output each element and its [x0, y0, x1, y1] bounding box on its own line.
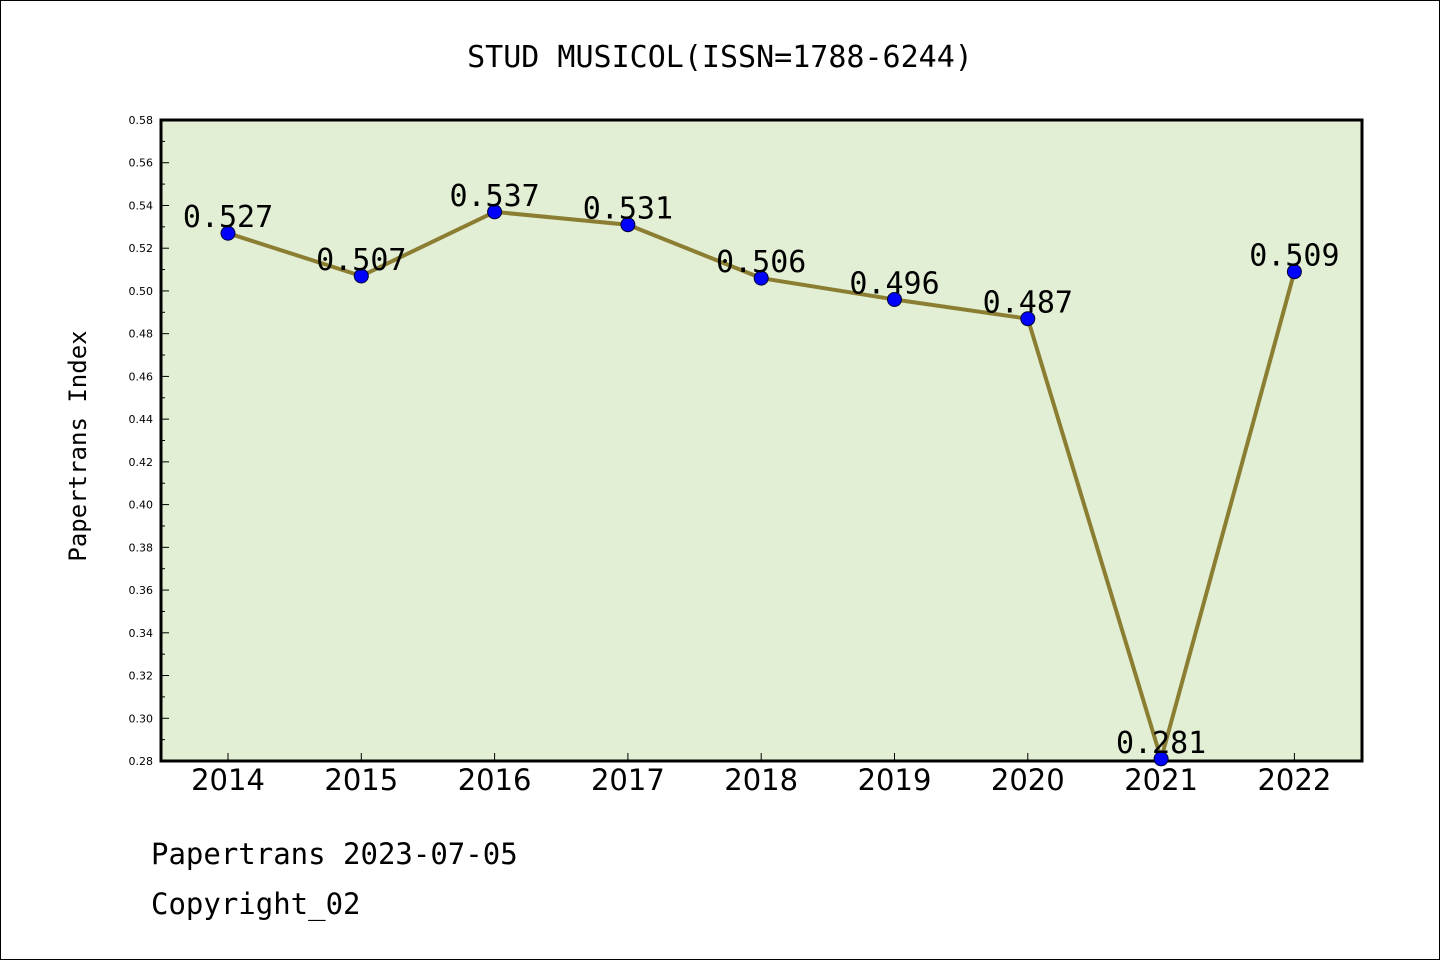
data-point [887, 291, 902, 307]
data-point [353, 268, 369, 284]
y-tick-label: 0.48 [129, 328, 154, 341]
data-label: 0.527 [183, 200, 273, 235]
data-point [753, 270, 769, 286]
data-label: 0.531 [583, 192, 673, 227]
x-tick-label: 2019 [858, 763, 932, 797]
y-tick-label: 0.34 [129, 627, 154, 640]
x-tick-label: 2020 [991, 763, 1065, 797]
y-tick-label: 0.28 [129, 755, 154, 768]
x-tick-label: 2015 [324, 763, 398, 797]
y-tick-label: 0.36 [129, 584, 154, 597]
y-tick-label: 0.44 [129, 413, 154, 426]
x-tick-label: 2016 [458, 763, 532, 797]
data-label: 0.496 [849, 266, 939, 301]
y-tick-label: 0.32 [129, 670, 154, 683]
y-tick-label: 0.46 [129, 370, 154, 383]
data-label: 0.537 [449, 179, 539, 214]
data-label: 0.509 [1249, 239, 1339, 274]
y-tick-label: 0.56 [129, 157, 154, 170]
x-axis-ticks: 2014 2015 2016 2017 2018 2019 2020 2021 2022 [191, 753, 1331, 797]
data-point [220, 225, 236, 241]
data-point [1153, 751, 1169, 767]
data-point [1020, 311, 1036, 327]
y-tick-label: 0.30 [129, 712, 154, 725]
y-tick-label: 0.50 [129, 285, 154, 298]
data-point [487, 204, 503, 220]
x-tick-label: 2022 [1257, 763, 1331, 797]
y-tick-label: 0.40 [129, 499, 154, 512]
footer-date: Papertrans 2023-07-05 [151, 837, 518, 871]
data-label: 0.506 [716, 245, 806, 280]
y-tick-label: 0.42 [129, 456, 154, 469]
data-label: 0.487 [983, 286, 1073, 321]
data-labels: 0.527 0.507 0.537 0.531 0.506 0.496 0.487 0.281… [183, 179, 1340, 761]
y-axis-label: Papertrans Index [64, 330, 92, 561]
x-tick-label: 2018 [724, 763, 798, 797]
plot-area [159, 118, 1364, 763]
x-tick-label: 2014 [191, 763, 265, 797]
chart-title: STUD MUSICOL(ISSN=1788-6244) [467, 40, 973, 75]
data-label: 0.281 [1116, 726, 1206, 761]
x-tick-label: 2017 [591, 763, 665, 797]
y-tick-label: 0.58 [129, 114, 154, 127]
data-markers [220, 204, 1302, 767]
data-point [620, 217, 636, 233]
x-tick-label: 2021 [1124, 763, 1198, 797]
y-tick-label: 0.54 [129, 199, 154, 212]
data-label: 0.507 [316, 243, 406, 278]
data-point [1286, 264, 1302, 280]
y-tick-label: 0.38 [129, 541, 154, 554]
y-tick-label: 0.52 [129, 242, 154, 255]
footer-copyright: Copyright_02 [151, 887, 361, 921]
y-axis-ticks: 0.28 0.30 0.32 0.34 0.36 0.38 0.40 0.42 0.44 0.46… [129, 114, 169, 768]
